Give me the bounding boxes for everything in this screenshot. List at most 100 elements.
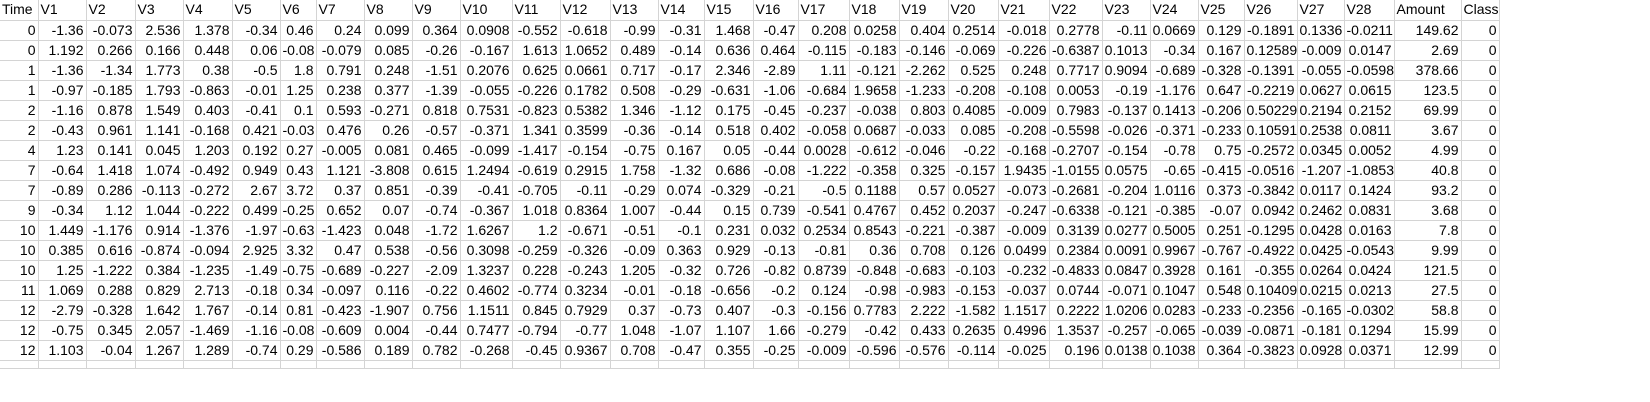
cell[interactable]: -0.0871 — [1244, 320, 1298, 341]
cell[interactable]: 1.044 — [135, 200, 184, 221]
empty-cell[interactable] — [0, 360, 39, 369]
cell[interactable]: -1.222 — [86, 260, 136, 281]
empty-cell[interactable] — [232, 360, 281, 369]
header-cell[interactable]: V23 — [1102, 0, 1151, 21]
cell[interactable]: -0.355 — [1244, 260, 1298, 281]
cell[interactable]: -0.75 — [280, 260, 317, 281]
cell[interactable]: 1.468 — [704, 20, 754, 41]
cell[interactable]: 0.0627 — [1297, 80, 1345, 101]
header-cell[interactable]: V21 — [998, 0, 1050, 21]
cell[interactable]: 0.29 — [280, 340, 317, 361]
cell[interactable]: -0.492 — [183, 160, 233, 181]
cell[interactable]: -0.41 — [460, 180, 513, 201]
cell[interactable]: -2.79 — [38, 300, 87, 321]
cell[interactable]: 0.404 — [899, 20, 949, 41]
cell[interactable]: 0.0687 — [849, 120, 900, 141]
cell[interactable]: -0.033 — [899, 120, 949, 141]
empty-cell[interactable] — [412, 360, 461, 369]
cell[interactable]: 0.717 — [610, 60, 659, 81]
cell[interactable]: 12.99 — [1394, 340, 1462, 361]
cell[interactable]: -0.097 — [316, 280, 365, 301]
cell[interactable]: -0.233 — [1198, 120, 1245, 141]
cell[interactable]: -0.22 — [412, 280, 461, 301]
cell[interactable]: 0 — [1461, 220, 1500, 241]
cell[interactable]: -0.863 — [183, 80, 233, 101]
cell[interactable]: 0 — [1461, 320, 1500, 341]
header-cell[interactable]: Amount — [1394, 0, 1462, 21]
cell[interactable]: 0.26 — [364, 120, 413, 141]
cell[interactable]: 0 — [0, 40, 39, 61]
cell[interactable]: 3.67 — [1394, 120, 1462, 141]
cell[interactable]: 0.851 — [364, 180, 413, 201]
cell[interactable]: 0.248 — [364, 60, 413, 81]
cell[interactable]: -0.39 — [412, 180, 461, 201]
cell[interactable]: 0.045 — [135, 140, 184, 161]
cell[interactable]: -1.907 — [364, 300, 413, 321]
cell[interactable]: -0.367 — [460, 200, 513, 221]
cell[interactable]: -1.36 — [38, 20, 87, 41]
cell[interactable]: -0.19 — [1102, 80, 1151, 101]
cell[interactable]: 0.0425 — [1297, 240, 1345, 261]
cell[interactable]: -0.2572 — [1244, 140, 1298, 161]
empty-cell[interactable] — [948, 360, 999, 369]
cell[interactable]: -0.018 — [998, 20, 1050, 41]
cell[interactable]: 0.364 — [1198, 340, 1245, 361]
cell[interactable]: 0.708 — [899, 240, 949, 261]
cell[interactable]: -2.09 — [412, 260, 461, 281]
cell[interactable]: 0.8543 — [849, 220, 900, 241]
empty-cell[interactable] — [1461, 360, 1500, 369]
cell[interactable]: -0.121 — [849, 60, 900, 81]
cell[interactable]: -0.75 — [38, 320, 87, 341]
cell[interactable]: -1.07 — [658, 320, 705, 341]
cell[interactable]: 0.286 — [86, 180, 136, 201]
cell[interactable]: 0.0053 — [1049, 80, 1103, 101]
cell[interactable]: 1.203 — [183, 140, 233, 161]
cell[interactable]: 0.0847 — [1102, 260, 1151, 281]
cell[interactable]: 0.782 — [412, 340, 461, 361]
empty-cell[interactable] — [512, 360, 561, 369]
cell[interactable]: -0.4833 — [1049, 260, 1103, 281]
cell[interactable]: 0.615 — [412, 160, 461, 181]
cell[interactable]: 0.166 — [135, 40, 184, 61]
cell[interactable]: 0.24 — [316, 20, 365, 41]
cell[interactable]: -0.25 — [280, 200, 317, 221]
cell[interactable]: -0.609 — [316, 320, 365, 341]
cell[interactable]: -0.21 — [753, 180, 799, 201]
header-cell[interactable]: V10 — [460, 0, 513, 21]
cell[interactable]: -0.874 — [135, 240, 184, 261]
cell[interactable]: 0.1424 — [1344, 180, 1395, 201]
cell[interactable]: -0.272 — [183, 180, 233, 201]
cell[interactable]: -0.596 — [849, 340, 900, 361]
cell[interactable]: 2.713 — [183, 280, 233, 301]
header-cell[interactable]: V14 — [658, 0, 705, 21]
cell[interactable]: 0 — [1461, 200, 1500, 221]
cell[interactable]: -0.038 — [849, 100, 900, 121]
cell[interactable]: 1.048 — [610, 320, 659, 341]
cell[interactable]: 2.925 — [232, 240, 281, 261]
cell[interactable]: -0.34 — [232, 20, 281, 41]
cell[interactable]: 2.536 — [135, 20, 184, 41]
cell[interactable]: 0.081 — [364, 140, 413, 161]
cell[interactable]: 1.25 — [280, 80, 317, 101]
cell[interactable]: 0.739 — [753, 200, 799, 221]
cell[interactable]: 0.2222 — [1049, 300, 1103, 321]
cell[interactable]: -0.73 — [658, 300, 705, 321]
cell[interactable]: -0.07 — [1198, 200, 1245, 221]
cell[interactable]: 0.167 — [658, 140, 705, 161]
cell[interactable]: -0.684 — [798, 80, 850, 101]
cell[interactable]: 0.0811 — [1344, 120, 1395, 141]
cell[interactable]: 0.251 — [1198, 220, 1245, 241]
cell[interactable]: -0.268 — [460, 340, 513, 361]
cell[interactable]: -0.3823 — [1244, 340, 1298, 361]
cell[interactable]: 1.192 — [38, 40, 87, 61]
cell[interactable]: 0.1038 — [1150, 340, 1199, 361]
cell[interactable]: 0.38 — [183, 60, 233, 81]
cell[interactable]: 1.0116 — [1150, 180, 1199, 201]
cell[interactable]: 0.2194 — [1297, 100, 1345, 121]
cell[interactable]: 1.341 — [512, 120, 561, 141]
cell[interactable]: 0.3139 — [1049, 220, 1103, 241]
cell[interactable]: -1.222 — [798, 160, 850, 181]
cell[interactable]: 1.267 — [135, 340, 184, 361]
cell[interactable]: -0.328 — [86, 300, 136, 321]
empty-cell[interactable] — [610, 360, 659, 369]
